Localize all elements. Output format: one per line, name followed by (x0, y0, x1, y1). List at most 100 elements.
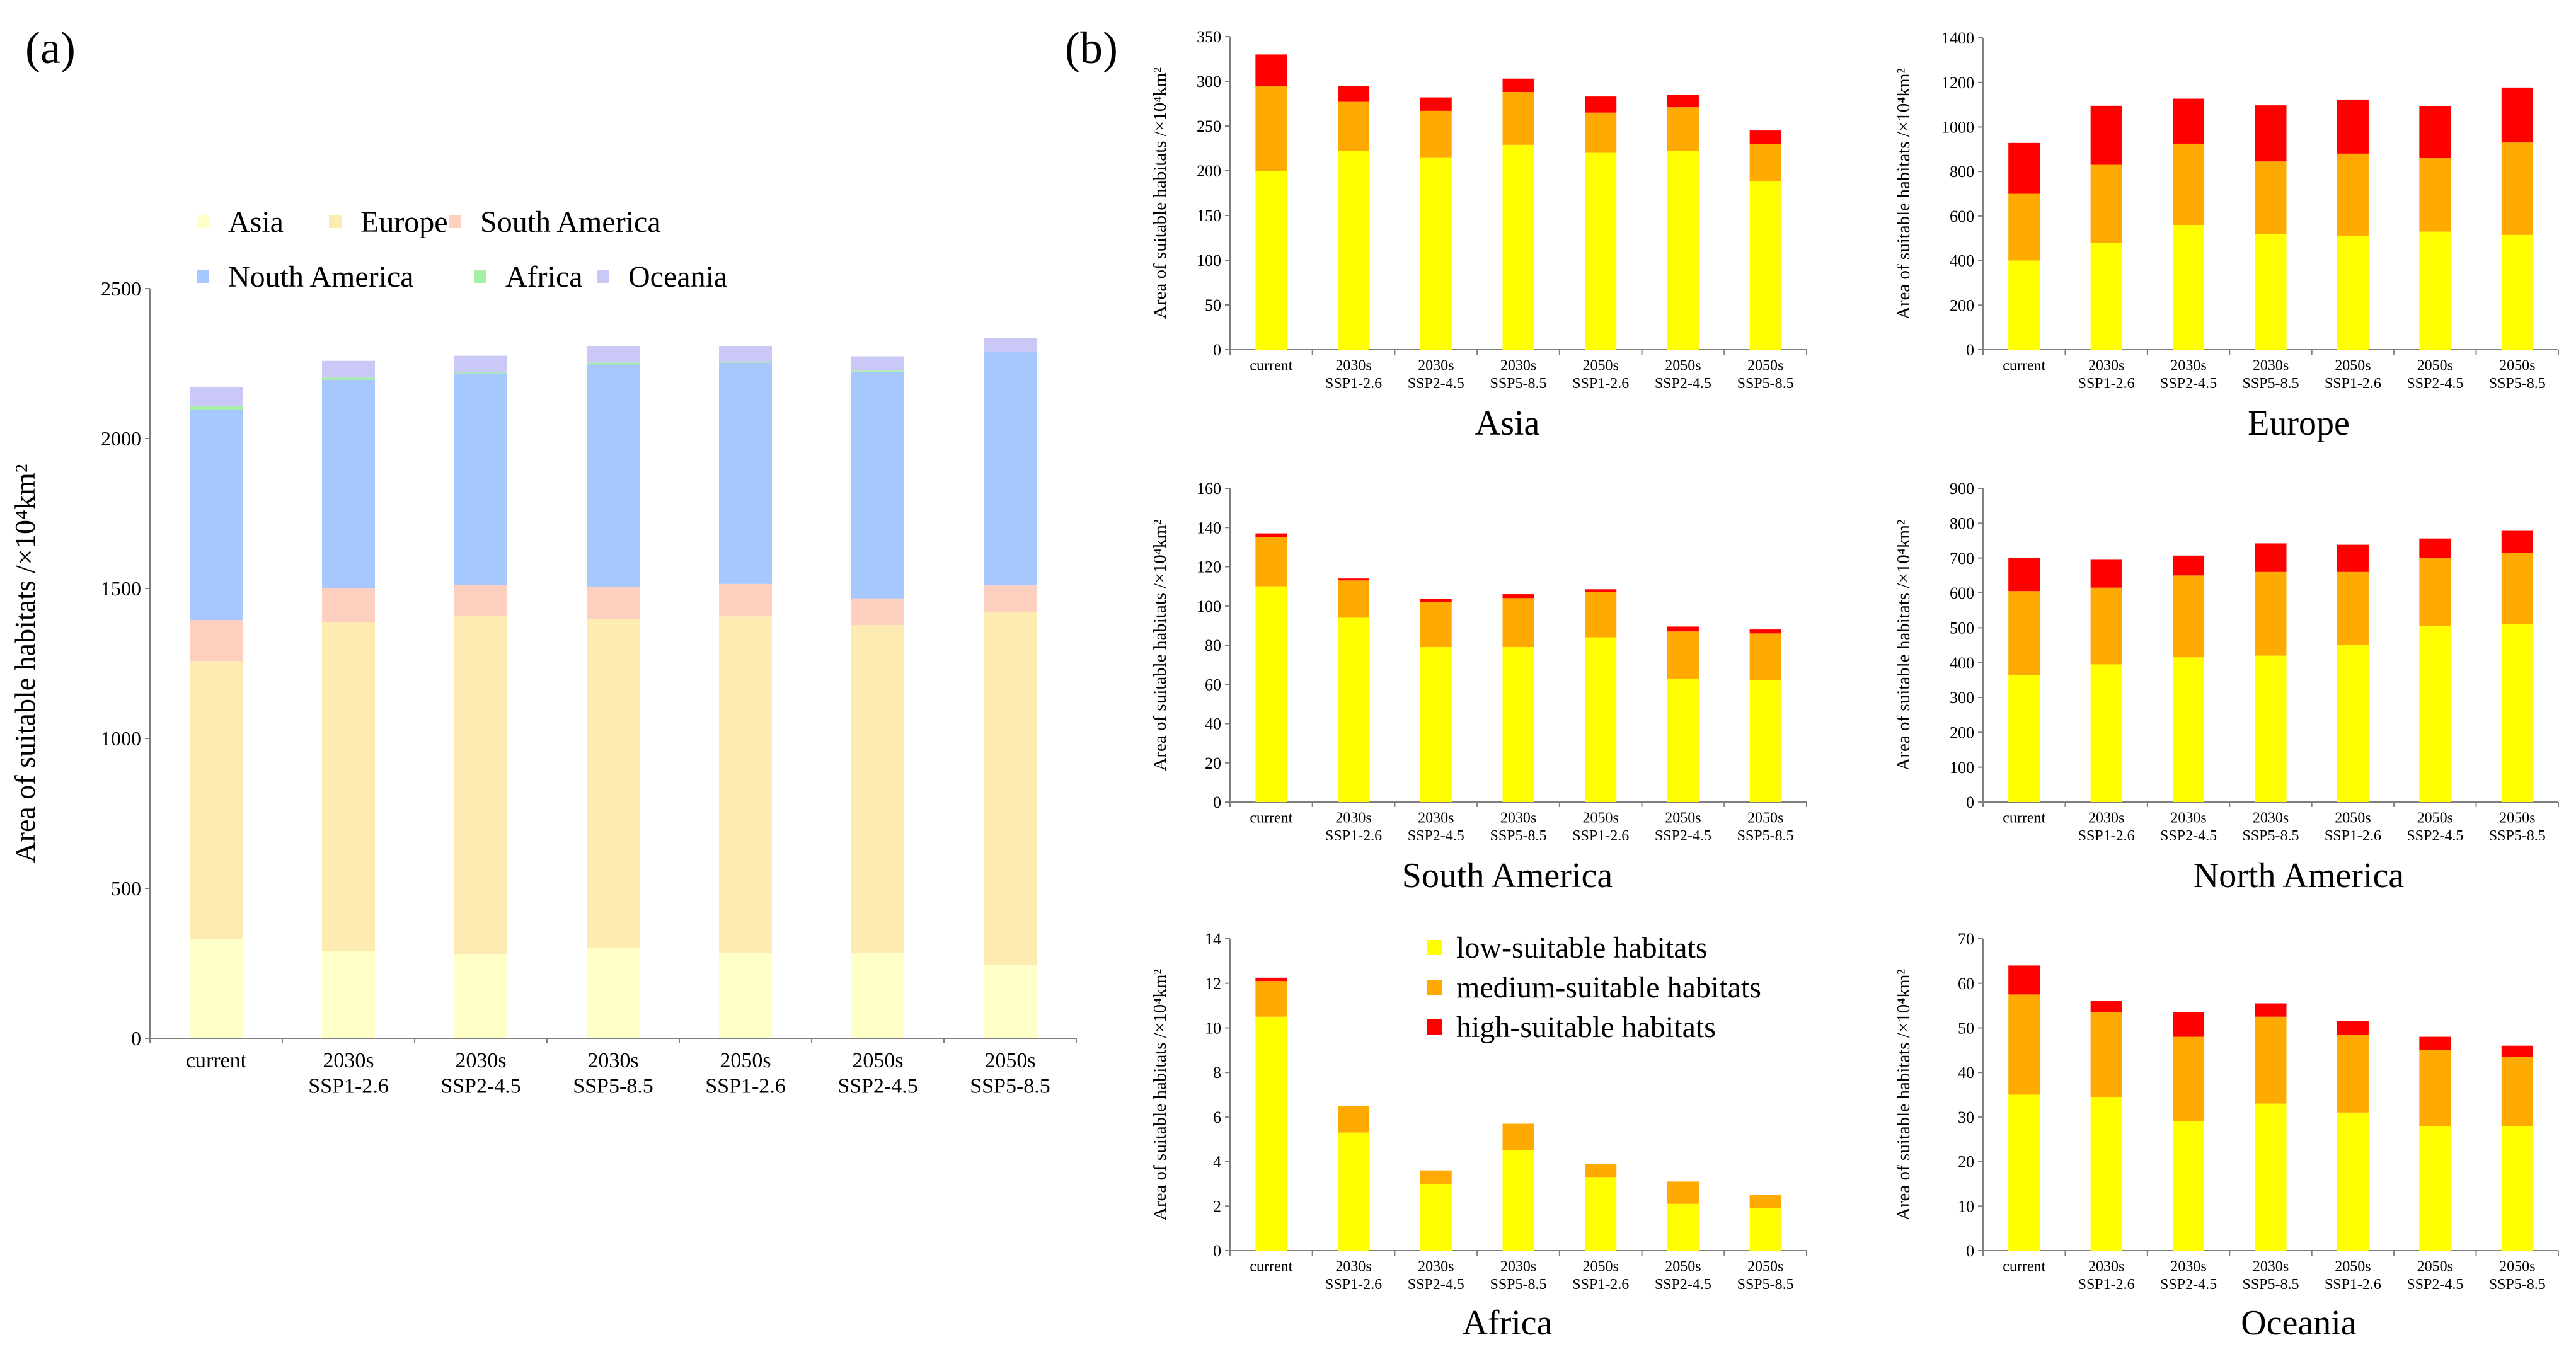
x-tick-label: SSP2-4.5 (2406, 1276, 2463, 1293)
bar-asia-2 (454, 954, 507, 1038)
x-tick-label: 2030s (587, 1049, 638, 1072)
x-tick-label: 2030s (1335, 357, 1371, 374)
x-tick-label: SSP1-2.6 (1572, 1276, 1629, 1293)
bar-medium-suitable-habitats-3 (1503, 92, 1534, 145)
y-tick-label: 8 (1213, 1064, 1221, 1082)
x-tick-label: SSP5-8.5 (2489, 1276, 2546, 1293)
y-tick-label: 14 (1205, 930, 1221, 948)
x-tick-label: 2050s (1665, 810, 1701, 826)
bar-low-suitable-habitats-1 (2091, 664, 2122, 802)
bar-africa-0 (190, 406, 243, 410)
x-tick-label: 2030s (1335, 1258, 1371, 1275)
legend-swatch (329, 215, 342, 228)
bar-high-suitable-habitats-3 (2255, 105, 2287, 161)
bar-africa-3 (587, 363, 640, 365)
bar-high-suitable-habitats-2 (1420, 599, 1452, 602)
bar-high-suitable-habitats-6 (2502, 88, 2533, 142)
bar-high-suitable-habitats-6 (2502, 1046, 2533, 1057)
bar-medium-suitable-habitats-0 (1255, 86, 1287, 171)
bar-europe-5 (851, 625, 904, 953)
chart-title: Africa (1462, 1304, 1552, 1343)
bar-low-suitable-habitats-6 (1750, 1208, 1781, 1251)
bar-low-suitable-habitats-1 (1338, 151, 1369, 350)
bar-medium-suitable-habitats-6 (2502, 1057, 2533, 1126)
bar-medium-suitable-habitats-5 (2419, 158, 2451, 232)
x-tick-label: SSP1-2.6 (2078, 828, 2135, 844)
bar-south-america-5 (851, 599, 904, 625)
x-tick-label: 2030s (2088, 810, 2124, 826)
bar-medium-suitable-habitats-0 (1255, 981, 1287, 1017)
bar-medium-suitable-habitats-2 (2173, 575, 2204, 657)
y-tick-label: 100 (1197, 251, 1221, 270)
bar-medium-suitable-habitats-0 (2008, 194, 2040, 261)
x-tick-label: 2030s (2170, 810, 2206, 826)
bar-low-suitable-habitats-1 (2091, 1097, 2122, 1251)
y-tick-label: 500 (1950, 619, 1974, 637)
chart-title: Oceania (2241, 1304, 2357, 1343)
bar-high-suitable-habitats-6 (1750, 629, 1781, 633)
x-tick-label: 2050s (984, 1049, 1035, 1072)
bar-high-suitable-habitats-4 (1585, 589, 1616, 592)
y-tick-label: 200 (1950, 296, 1974, 314)
bar-africa-4 (719, 362, 772, 363)
y-tick-label: 10 (1958, 1197, 1974, 1215)
bar-high-suitable-habitats-5 (1667, 626, 1699, 631)
bar-medium-suitable-habitats-0 (2008, 591, 2040, 675)
bar-africa-2 (454, 372, 507, 373)
x-tick-label: 2030s (1418, 810, 1454, 826)
x-tick-label: current (2003, 357, 2045, 374)
y-tick-label: 20 (1958, 1153, 1974, 1171)
bar-medium-suitable-habitats-3 (2255, 1017, 2287, 1104)
x-tick-label: SSP1-2.6 (2078, 1276, 2135, 1293)
bar-medium-suitable-habitats-5 (1667, 1181, 1699, 1203)
y-tick-label: 300 (1197, 72, 1221, 91)
x-tick-label: SSP1-2.6 (1572, 376, 1629, 392)
x-tick-label: SSP5-8.5 (2242, 828, 2299, 844)
bar-low-suitable-habitats-5 (1667, 679, 1699, 802)
x-tick-label: SSP1-2.6 (1572, 828, 1629, 844)
y-tick-label: 1000 (101, 727, 141, 750)
bar-asia-0 (190, 939, 243, 1038)
bar-low-suitable-habitats-5 (2419, 626, 2451, 802)
bar-high-suitable-habitats-3 (2255, 543, 2287, 571)
bar-medium-suitable-habitats-4 (2337, 1035, 2369, 1113)
bar-high-suitable-habitats-5 (2419, 1037, 2451, 1050)
y-tick-label: 500 (111, 877, 141, 900)
bar-medium-suitable-habitats-2 (2173, 144, 2204, 225)
bar-africa-1 (322, 377, 375, 379)
x-tick-label: 2050s (2335, 810, 2371, 826)
x-tick-label: SSP5-8.5 (1737, 1276, 1794, 1293)
bar-low-suitable-habitats-5 (2419, 232, 2451, 350)
bar-low-suitable-habitats-5 (2419, 1126, 2451, 1251)
x-tick-label: 2030s (2170, 357, 2206, 374)
bar-low-suitable-habitats-6 (2502, 1126, 2533, 1251)
bar-oceania-4 (719, 346, 772, 362)
y-tick-label: 400 (1950, 252, 1974, 270)
x-tick-label: SSP1-2.6 (2325, 828, 2381, 844)
x-tick-label: SSP2-4.5 (1655, 376, 1711, 392)
x-tick-label: 2050s (2499, 810, 2535, 826)
y-tick-label: 800 (1950, 514, 1974, 532)
y-tick-label: 80 (1205, 636, 1221, 655)
bar-high-suitable-habitats-1 (1338, 86, 1369, 102)
bar-south-america-0 (190, 620, 243, 661)
y-tick-label: 50 (1205, 296, 1221, 314)
x-tick-label: SSP2-4.5 (1408, 1276, 1464, 1293)
bar-asia-4 (719, 953, 772, 1038)
y-tick-label: 0 (1966, 341, 1974, 359)
x-tick-label: 2050s (1583, 810, 1619, 826)
bar-low-suitable-habitats-3 (1503, 145, 1534, 350)
x-tick-label: 2030s (2088, 1258, 2124, 1275)
x-tick-label: current (1250, 357, 1292, 374)
bar-nouth-america-3 (587, 364, 640, 587)
y-tick-label: 0 (131, 1027, 141, 1050)
bar-low-suitable-habitats-3 (2255, 1104, 2287, 1251)
x-tick-label: SSP1-2.6 (1325, 376, 1382, 392)
bar-medium-suitable-habitats-0 (2008, 994, 2040, 1094)
x-tick-label: SSP2-4.5 (2160, 828, 2217, 844)
x-tick-label: SSP2-4.5 (2406, 376, 2463, 392)
bar-low-suitable-habitats-2 (1420, 158, 1452, 350)
y-tick-label: 200 (1950, 723, 1974, 742)
y-tick-label: 70 (1958, 930, 1974, 948)
